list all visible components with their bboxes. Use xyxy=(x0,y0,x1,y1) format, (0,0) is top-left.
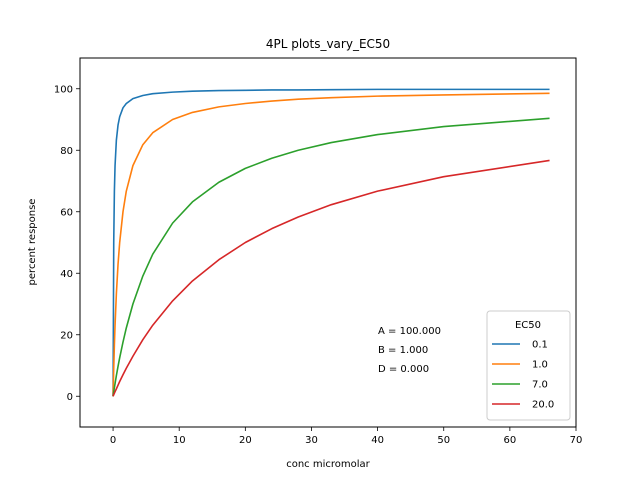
legend-box xyxy=(486,310,571,421)
series-line-7-0 xyxy=(112,117,550,397)
y-tick-label: 20 xyxy=(60,330,73,341)
legend-label: 20.0 xyxy=(532,400,554,411)
y-tick-label: 0 xyxy=(67,392,73,403)
annotation-line-a: A = 100.000 xyxy=(378,326,441,337)
y-axis-label: percent response xyxy=(27,199,38,286)
y-axis: 0 20 40 60 80 100 xyxy=(54,84,80,403)
x-tick-label: 70 xyxy=(570,435,583,446)
legend-title: EC50 xyxy=(515,320,541,331)
x-tick-label: 40 xyxy=(371,435,384,446)
y-tick-label: 40 xyxy=(60,269,73,280)
x-tick-label: 50 xyxy=(437,435,450,446)
plot-area xyxy=(112,88,550,397)
legend-label: 1.0 xyxy=(532,360,548,371)
x-tick-label: 10 xyxy=(173,435,186,446)
y-tick-label: 100 xyxy=(54,84,73,95)
x-tick-label: 0 xyxy=(110,435,116,446)
x-axis: 0 10 20 30 40 50 60 70 xyxy=(110,427,582,446)
x-tick-label: 30 xyxy=(305,435,318,446)
legend: EC50 0.1 1.0 7.0 20.0 xyxy=(486,310,571,421)
x-tick-label: 60 xyxy=(503,435,516,446)
annotation-line-d: D = 0.000 xyxy=(378,364,429,375)
plot-frame xyxy=(79,57,577,428)
y-tick-label: 80 xyxy=(60,146,73,157)
y-tick-label: 60 xyxy=(60,207,73,218)
annotation-line-b: B = 1.000 xyxy=(378,345,428,356)
series-line-20-0 xyxy=(112,159,550,397)
series-line-0-1 xyxy=(112,88,550,397)
legend-label: 7.0 xyxy=(532,380,548,391)
x-tick-label: 20 xyxy=(239,435,252,446)
chart-title: 4PL plots_vary_EC50 xyxy=(266,37,390,51)
legend-label: 0.1 xyxy=(532,340,548,351)
parameter-annotation: A = 100.000 B = 1.000 D = 0.000 xyxy=(378,326,441,375)
x-axis-label: conc micromolar xyxy=(286,459,370,470)
series-line-1-0 xyxy=(112,92,550,397)
